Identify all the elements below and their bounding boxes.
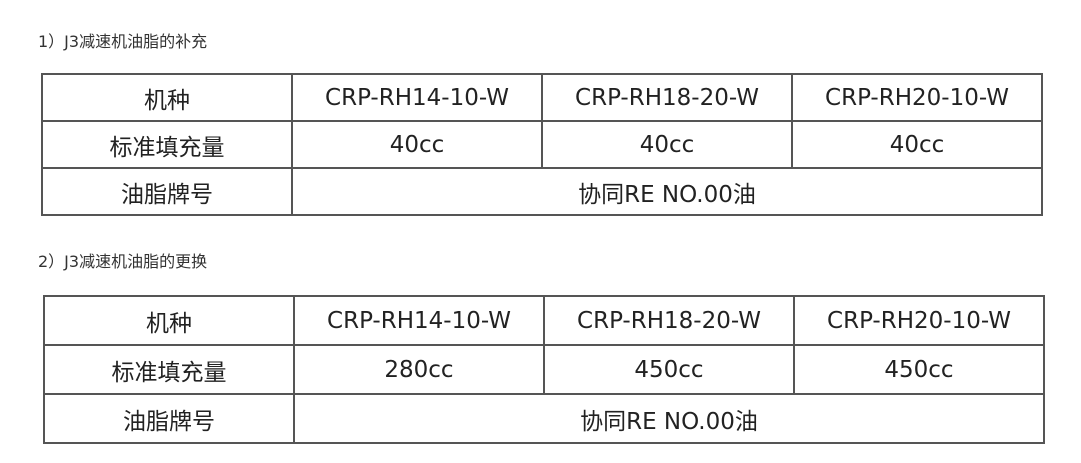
section-heading: 1）J3减速机油脂的补充: [38, 32, 208, 51]
table-row: 标准填充量 40cc 40cc 40cc: [41, 120, 1043, 169]
header-cell: CRP-RH20-10-W: [791, 73, 1043, 122]
table-cell: 450cc: [793, 344, 1045, 395]
header-cell: CRP-RH14-10-W: [291, 73, 543, 122]
table-row: 机种 CRP-RH14-10-W CRP-RH18-20-W CRP-RH20-…: [43, 295, 1045, 346]
table-cell: 40cc: [791, 120, 1043, 169]
table-cell: 协同RE NO.00油: [293, 393, 1045, 444]
row-label: 油脂牌号: [41, 167, 293, 216]
table-cell: 280cc: [293, 344, 545, 395]
row-label: 油脂牌号: [43, 393, 295, 444]
table-row: 机种 CRP-RH14-10-W CRP-RH18-20-W CRP-RH20-…: [41, 73, 1043, 122]
header-cell: 机种: [43, 295, 295, 346]
section-heading: 2）J3减速机油脂的更换: [38, 252, 208, 271]
row-label: 标准填充量: [43, 344, 295, 395]
grease-refill-table: 机种 CRP-RH14-10-W CRP-RH18-20-W CRP-RH20-…: [41, 73, 1043, 216]
table-row: 标准填充量 280cc 450cc 450cc: [43, 344, 1045, 395]
table-row: 油脂牌号 协同RE NO.00油: [41, 167, 1043, 216]
header-cell: CRP-RH18-20-W: [541, 73, 793, 122]
table-row: 油脂牌号 协同RE NO.00油: [43, 393, 1045, 444]
header-cell: 机种: [41, 73, 293, 122]
header-cell: CRP-RH20-10-W: [793, 295, 1045, 346]
grease-replacement-table: 机种 CRP-RH14-10-W CRP-RH18-20-W CRP-RH20-…: [43, 295, 1045, 444]
table-cell: 40cc: [291, 120, 543, 169]
header-cell: CRP-RH14-10-W: [293, 295, 545, 346]
table-cell: 450cc: [543, 344, 795, 395]
table-cell: 协同RE NO.00油: [291, 167, 1043, 216]
row-label: 标准填充量: [41, 120, 293, 169]
header-cell: CRP-RH18-20-W: [543, 295, 795, 346]
table-cell: 40cc: [541, 120, 793, 169]
